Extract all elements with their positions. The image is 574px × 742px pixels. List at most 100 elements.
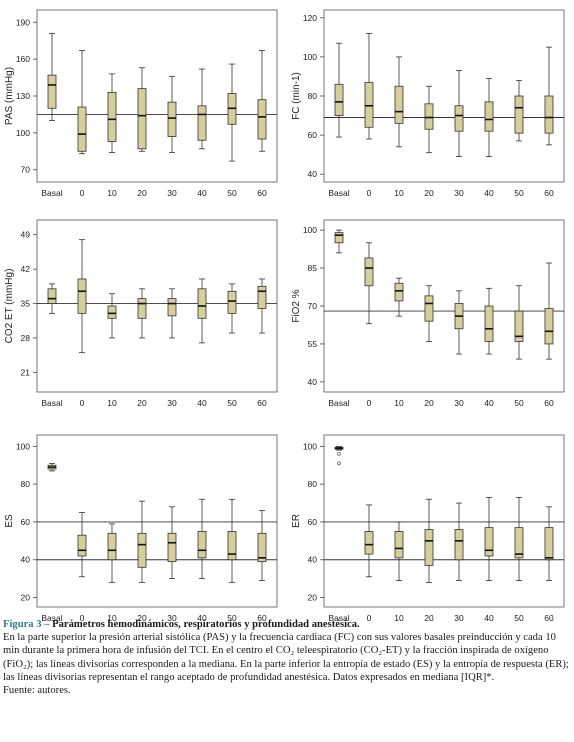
- x-tick-label: 30: [167, 188, 177, 198]
- box-60: [257, 510, 267, 581]
- y-axis-label: ES: [4, 514, 15, 528]
- box-60: [544, 46, 554, 146]
- box-iqr: [107, 305, 117, 319]
- box-iqr: [514, 310, 524, 342]
- box-20: [137, 288, 147, 339]
- x-tick-label: 20: [137, 398, 147, 408]
- x-tick-label: 40: [484, 188, 494, 198]
- y-tick-label: 35: [21, 299, 31, 309]
- box-iqr: [257, 99, 267, 140]
- plot-frame: [323, 434, 565, 608]
- box-iqr: [167, 101, 177, 137]
- outlier-point: [337, 461, 341, 466]
- box-40: [197, 498, 207, 580]
- box-iqr: [47, 288, 57, 304]
- box-10: [394, 521, 404, 581]
- box-0: [77, 512, 87, 578]
- figure-label: Figura 3 –: [3, 619, 50, 630]
- box-iqr: [47, 74, 57, 109]
- y-tick-label: 130: [16, 91, 30, 101]
- box-30: [454, 70, 464, 157]
- y-axis-label: PAS (mmHg): [4, 67, 15, 125]
- box-Basal: [47, 283, 57, 314]
- x-tick-label: Basal: [41, 613, 62, 623]
- x-tick-label: 30: [454, 188, 464, 198]
- figure-body: En la parte superior la presión arterial…: [3, 632, 569, 683]
- box-iqr: [257, 532, 267, 563]
- figure-title: Parámetros hemodinámicos, respiratorios …: [52, 619, 360, 630]
- box-50: [227, 283, 237, 334]
- chart-fio2: 40 55 70 85 100 FiO2 % Basal 0 10 20 30 40 50 60: [291, 219, 565, 408]
- figure-source: Fuente: autores.: [3, 685, 71, 697]
- x-tick-label: 10: [394, 398, 404, 408]
- chart-es: 20 40 60 80 100 ES Basal 0 10 20 30 40 50 60: [4, 434, 278, 623]
- box-50: [227, 498, 237, 583]
- plot-frame: [323, 9, 565, 183]
- box-10: [394, 277, 404, 317]
- box-20: [424, 498, 434, 583]
- box-iqr: [334, 83, 344, 116]
- box-iqr: [334, 232, 344, 244]
- box-iqr: [394, 530, 404, 559]
- y-tick-label: 40: [308, 377, 318, 387]
- box-10: [107, 523, 117, 583]
- box-40: [197, 68, 207, 150]
- box-20: [424, 285, 434, 342]
- box-40: [197, 278, 207, 344]
- x-tick-label: 40: [197, 613, 207, 623]
- y-tick-label: 49: [21, 230, 31, 240]
- x-tick-label: 10: [107, 188, 117, 198]
- x-tick-label: 60: [544, 398, 554, 408]
- y-tick-label: 40: [308, 169, 318, 179]
- box-iqr: [227, 290, 237, 314]
- box-iqr: [424, 295, 434, 322]
- box-Basal: [334, 445, 344, 466]
- box-40: [484, 496, 494, 581]
- box-iqr: [107, 532, 117, 561]
- y-tick-label: 100: [16, 441, 30, 451]
- x-tick-label: 60: [544, 188, 554, 198]
- box-iqr: [454, 105, 464, 132]
- box-iqr: [167, 532, 177, 563]
- y-tick-label: 28: [21, 333, 31, 343]
- x-tick-label: 50: [227, 188, 237, 198]
- y-tick-label: 120: [303, 13, 317, 23]
- x-tick-label: 0: [367, 398, 372, 408]
- chart-er: 20 40 60 80 100 ER Basal 0 10 20 30 40 50 60: [291, 434, 565, 623]
- y-tick-label: 80: [21, 479, 31, 489]
- box-iqr: [227, 530, 237, 561]
- x-tick-label: 40: [484, 613, 494, 623]
- y-tick-label: 40: [308, 555, 318, 565]
- x-tick-label: 0: [367, 188, 372, 198]
- box-iqr: [514, 95, 524, 134]
- x-tick-label: Basal: [328, 613, 349, 623]
- box-10: [107, 73, 117, 153]
- x-tick-label: 60: [257, 613, 267, 623]
- chart-pas: 70 100 130 160 190 PAS (mmHg) Basal 0 10 20 30 40 50…: [4, 9, 278, 198]
- box-60: [544, 262, 554, 360]
- y-axis-label: ER: [291, 514, 302, 528]
- y-axis-label: FiO2 %: [291, 289, 302, 322]
- x-tick-label: 50: [514, 398, 524, 408]
- x-tick-label: 50: [514, 613, 524, 623]
- box-40: [484, 78, 494, 157]
- box-Basal: [47, 32, 57, 121]
- y-tick-label: 60: [308, 130, 318, 140]
- x-tick-label: 40: [197, 188, 207, 198]
- box-30: [167, 75, 177, 153]
- x-tick-label: 60: [257, 398, 267, 408]
- y-axis-label: FC (min-1): [291, 72, 302, 120]
- box-10: [394, 56, 404, 148]
- x-tick-label: 0: [80, 188, 85, 198]
- x-tick-label: 10: [107, 613, 117, 623]
- box-iqr: [364, 81, 374, 128]
- x-tick-label: 30: [167, 613, 177, 623]
- x-tick-label: Basal: [41, 188, 62, 198]
- box-iqr: [424, 529, 434, 566]
- x-tick-label: 10: [394, 188, 404, 198]
- x-tick-label: 50: [514, 188, 524, 198]
- x-tick-label: 20: [424, 188, 434, 198]
- y-tick-label: 100: [16, 128, 30, 138]
- box-iqr: [514, 527, 524, 559]
- box-Basal: [334, 229, 344, 254]
